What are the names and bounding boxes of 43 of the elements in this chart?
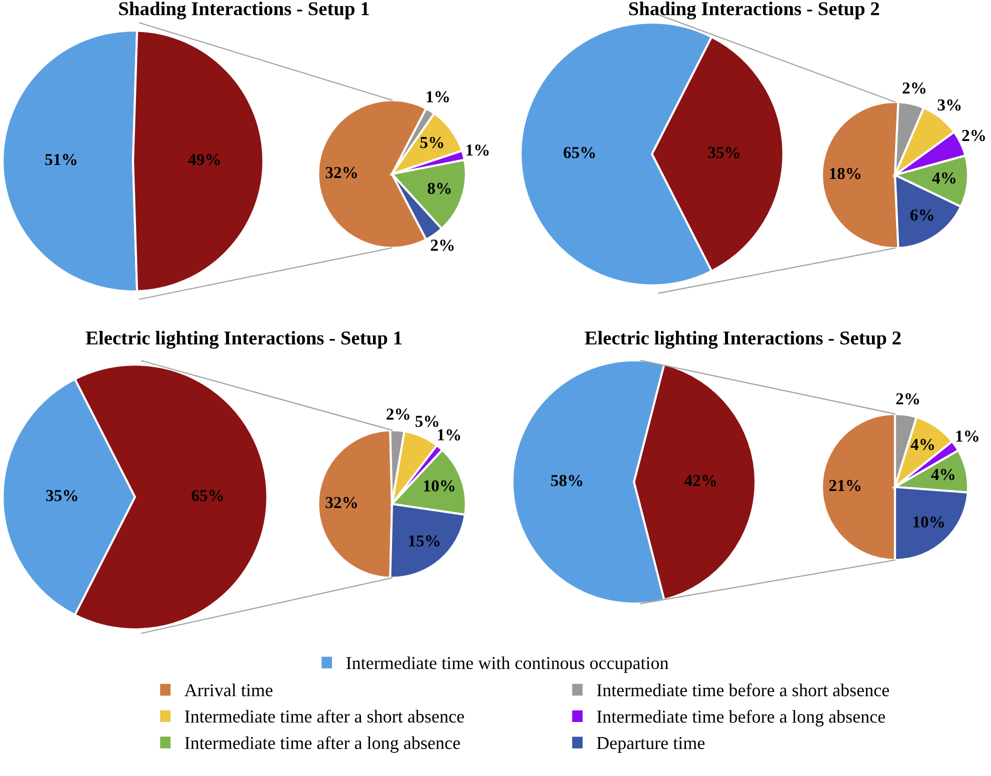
data-label: 65% — [564, 146, 595, 158]
data-label: 5% — [420, 136, 444, 148]
data-label: 15% — [409, 535, 440, 547]
legend-label: Intermediate time before a short absence — [597, 683, 889, 696]
data-label: 21% — [829, 480, 860, 492]
chart-title: Shading Interactions - Setup 2 — [629, 2, 880, 20]
data-label: 65% — [192, 490, 223, 502]
data-label: 32% — [326, 166, 357, 178]
data-label: 51% — [45, 154, 76, 166]
data-label: 35% — [708, 146, 740, 158]
data-label: 8% — [428, 182, 451, 194]
chart-title: Electric lighting Interactions - Setup 1 — [86, 330, 402, 349]
legend-label: Intermediate time after a short absence — [184, 710, 464, 723]
chart-title: Shading Interactions - Setup 1 — [119, 2, 369, 20]
legend-label: Intermediate time with continous occupation — [346, 656, 668, 673]
data-label: 4% — [932, 172, 956, 184]
data-label: 18% — [830, 168, 860, 180]
legend-label: Intermediate time after a long absence — [184, 736, 460, 753]
data-label: 6% — [910, 209, 934, 221]
data-label: 2% — [962, 130, 985, 142]
data-label: 4% — [910, 438, 934, 450]
data-label: 1% — [426, 91, 449, 102]
data-label: 2% — [902, 82, 926, 94]
data-label: 10% — [424, 480, 454, 492]
legend-label: Departure time — [596, 737, 705, 753]
legend-label: Arrival time — [184, 684, 272, 696]
data-label: 5% — [416, 416, 438, 427]
data-label: 2% — [896, 393, 920, 405]
data-label: 32% — [326, 496, 357, 508]
legend-label: Intermediate time before a long absence — [597, 710, 885, 727]
data-label: 1% — [956, 430, 978, 442]
data-label: 2% — [386, 408, 410, 420]
data-label: 3% — [938, 99, 961, 111]
data-label: 1% — [438, 429, 460, 440]
data-label: 35% — [46, 490, 78, 502]
data-label: 49% — [188, 154, 220, 166]
data-label: 42% — [684, 474, 716, 486]
chart-title: Electric lighting Interactions - Setup 2 — [584, 330, 901, 349]
data-label: 58% — [551, 474, 582, 486]
data-label: 10% — [913, 516, 944, 528]
data-label: 2% — [430, 240, 454, 251]
data-label: 1% — [466, 144, 489, 156]
data-label: 4% — [931, 468, 954, 480]
